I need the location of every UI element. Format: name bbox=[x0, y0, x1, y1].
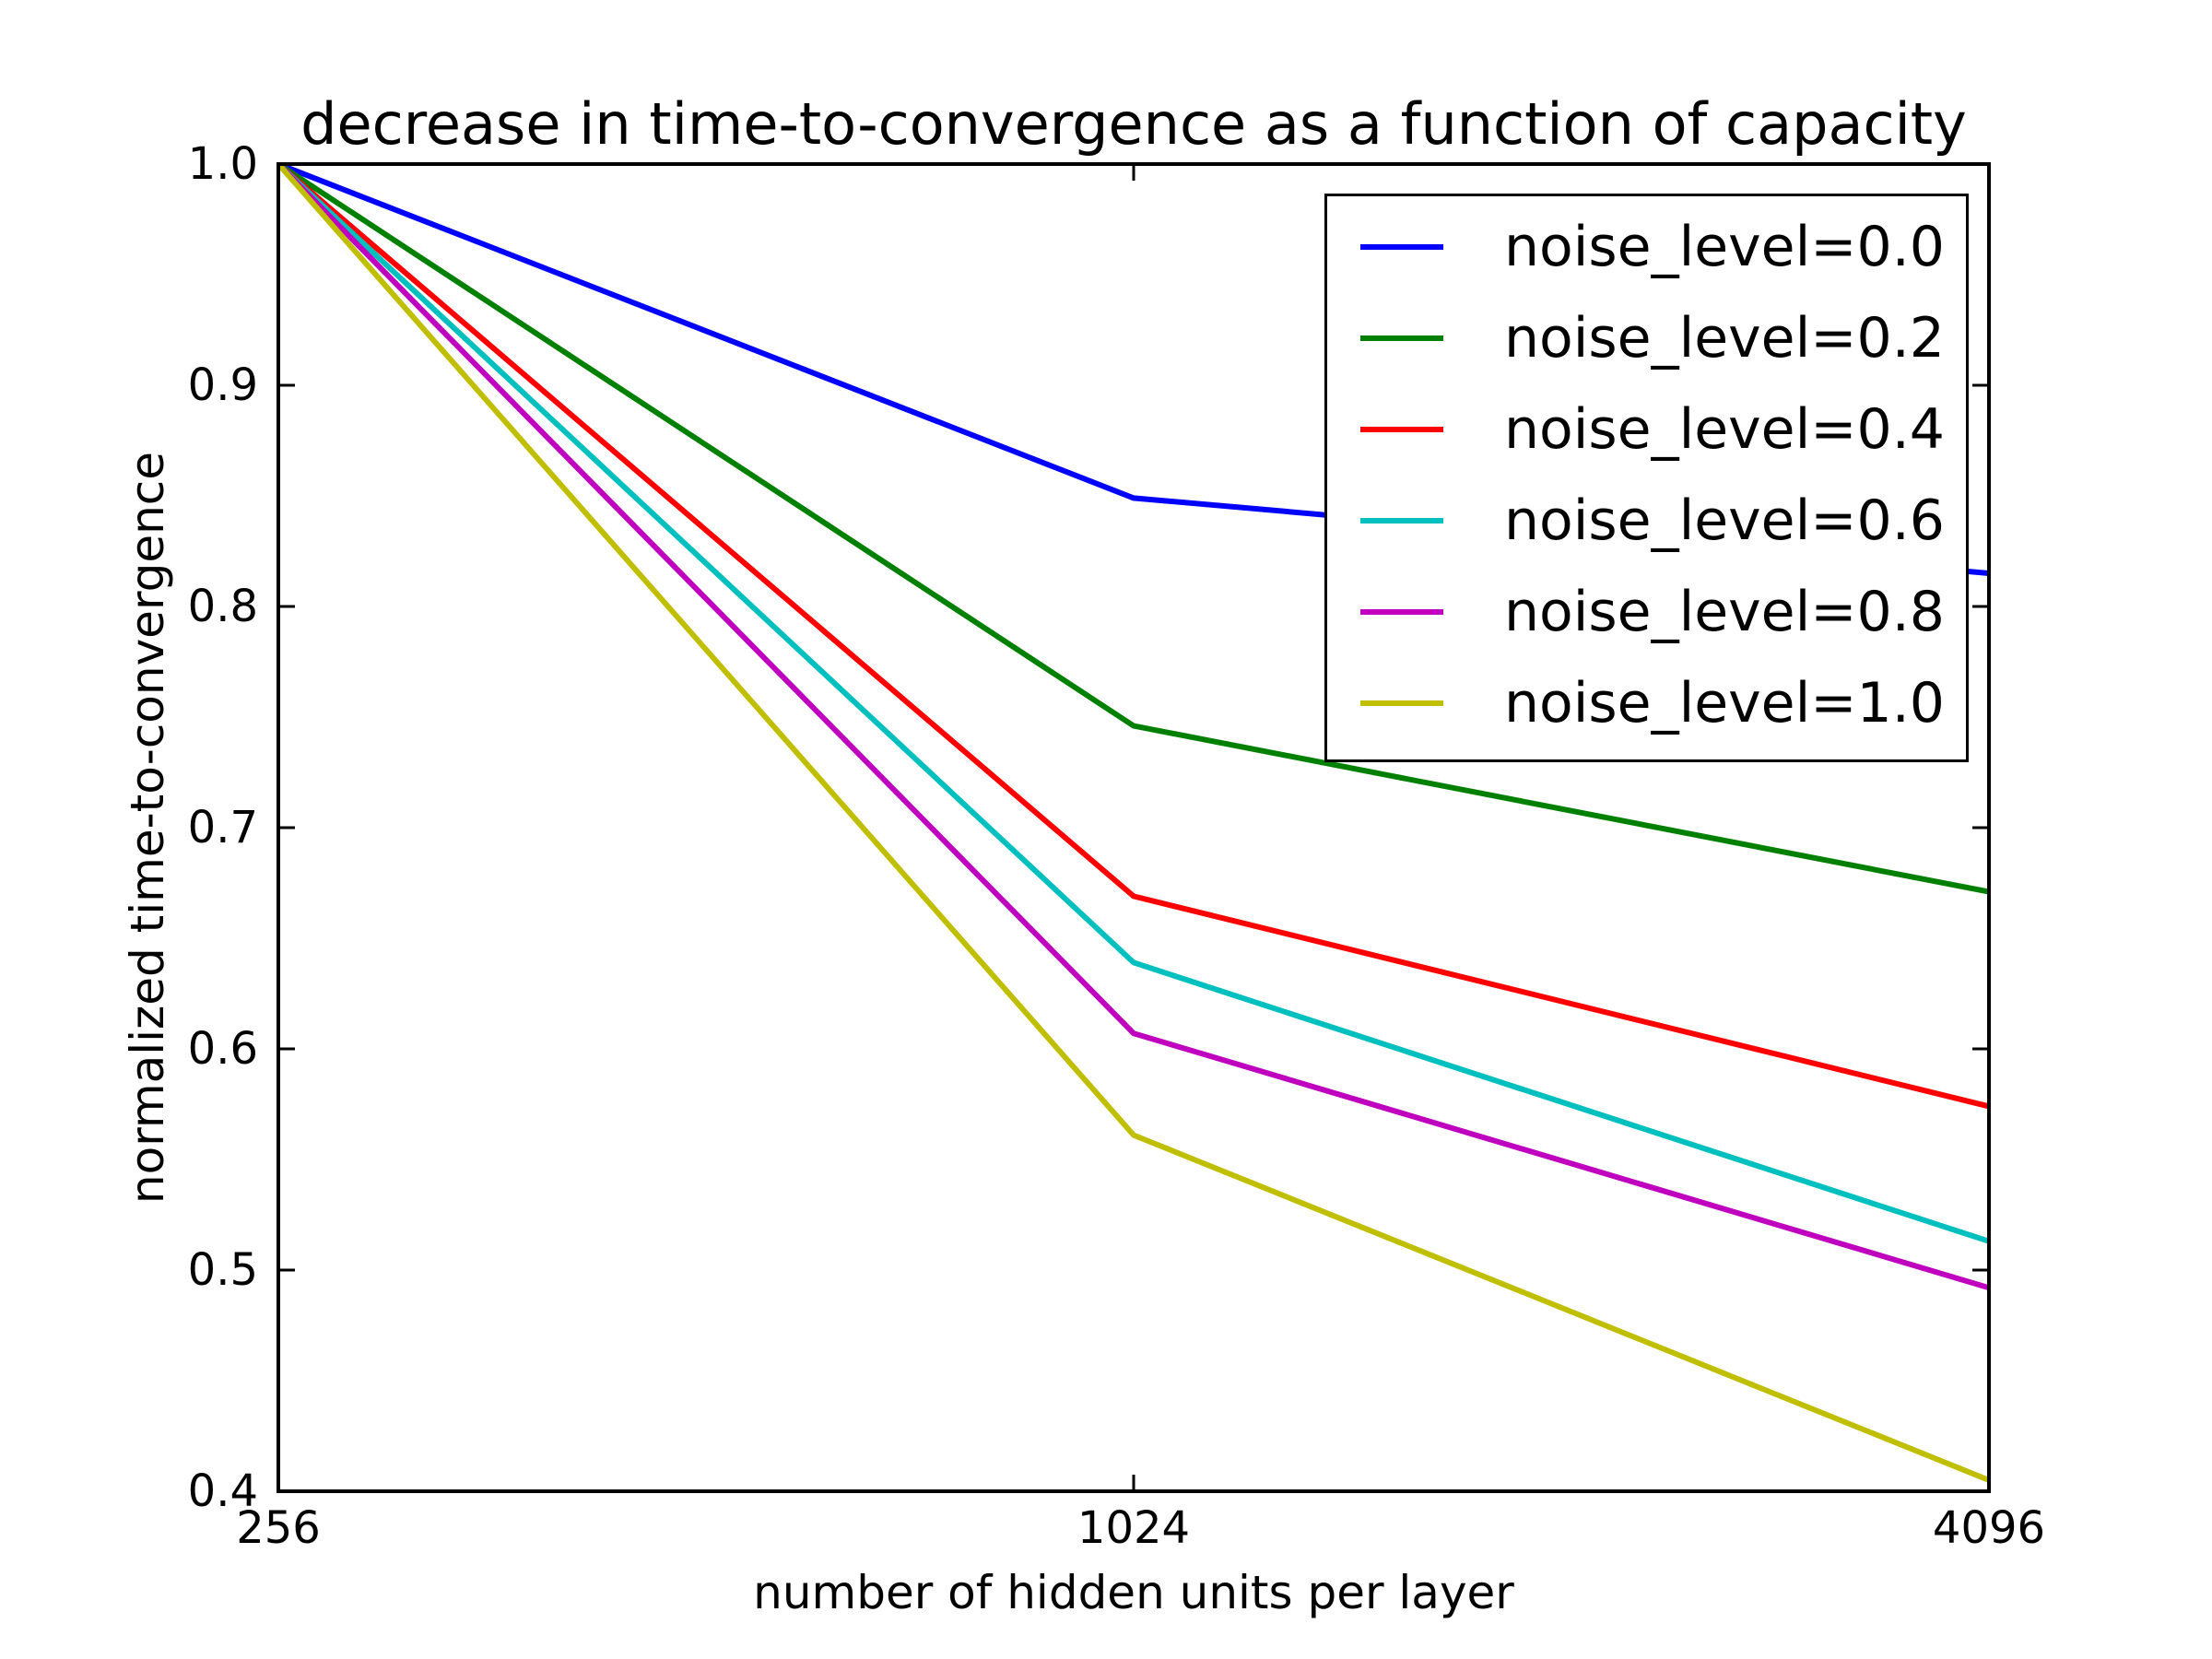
series-line-noise_level=0.8 bbox=[278, 164, 1989, 1291]
y-tick-label: 0.9 bbox=[187, 359, 258, 411]
legend-entry-label: noise_level=0.2 bbox=[1504, 306, 1945, 371]
legend-entry-label: noise_level=0.6 bbox=[1504, 488, 1945, 553]
legend-line-swatch bbox=[1360, 518, 1443, 524]
y-tick-label: 0.5 bbox=[187, 1244, 258, 1296]
legend-entry-label: noise_level=0.0 bbox=[1504, 215, 1945, 279]
legend-line-swatch bbox=[1360, 609, 1443, 615]
legend-entry: noise_level=1.0 bbox=[1327, 666, 1966, 740]
legend-line-swatch bbox=[1360, 427, 1443, 432]
legend-line-swatch bbox=[1360, 244, 1443, 250]
legend-entry-label: noise_level=0.4 bbox=[1504, 397, 1945, 462]
legend-entry: noise_level=0.4 bbox=[1327, 393, 1966, 466]
series-line-noise_level=0.4 bbox=[278, 164, 1989, 1110]
legend: noise_level=0.0 noise_level=0.2 noise_leve… bbox=[1324, 194, 1969, 762]
x-tick-label: 4096 bbox=[1932, 1502, 2046, 1554]
y-tick-label: 1.0 bbox=[187, 138, 258, 190]
legend-entry: noise_level=0.8 bbox=[1327, 575, 1966, 649]
y-tick-label: 0.7 bbox=[187, 802, 258, 853]
legend-entry: noise_level=0.0 bbox=[1327, 210, 1966, 284]
legend-entry-label: noise_level=0.8 bbox=[1504, 580, 1945, 644]
series-line-noise_level=0.6 bbox=[278, 164, 1989, 1244]
x-tick-label: 1024 bbox=[1077, 1502, 1191, 1554]
legend-line-swatch bbox=[1360, 700, 1443, 706]
axes-frame bbox=[276, 162, 1991, 1493]
legend-entry-label: noise_level=1.0 bbox=[1504, 671, 1945, 735]
series-line-noise_level=1.0 bbox=[278, 164, 1989, 1483]
chart-title: decrease in time-to-convergence as a fun… bbox=[300, 90, 1967, 158]
y-tick-label: 0.8 bbox=[187, 581, 258, 632]
x-axis-label: number of hidden units per layer bbox=[753, 1566, 1514, 1619]
legend-line-swatch bbox=[1360, 335, 1443, 341]
x-tick-label: 256 bbox=[236, 1502, 321, 1554]
legend-entry: noise_level=0.2 bbox=[1327, 301, 1966, 375]
y-tick-label: 0.6 bbox=[187, 1023, 258, 1075]
series-line-noise_level=0.2 bbox=[278, 164, 1989, 895]
y-tick-label: 0.4 bbox=[187, 1465, 258, 1517]
legend-entry: noise_level=0.6 bbox=[1327, 484, 1966, 558]
